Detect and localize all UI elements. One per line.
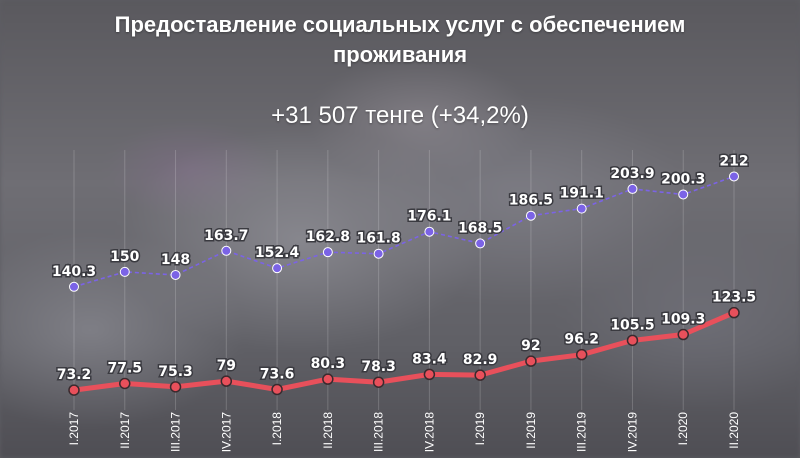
data-label-top: 140.3 (52, 264, 96, 280)
data-label-top: 191.1 (560, 186, 604, 202)
chart-title-line-2: проживания (332, 42, 468, 67)
point-top (119, 266, 130, 277)
x-tick-label: III.2019 (575, 412, 589, 452)
series-line-bottom (71, 310, 737, 393)
point-bottom (525, 355, 537, 367)
data-label-bottom: 73.6 (260, 366, 295, 382)
point-top (525, 210, 536, 221)
point-bottom (271, 383, 283, 396)
data-label-top: 161.8 (356, 231, 400, 247)
point-bottom (728, 306, 740, 319)
data-label-top: 212 (719, 153, 748, 169)
data-label-bottom: 96.2 (564, 332, 599, 348)
point-bottom (220, 375, 233, 387)
data-label-top: 162.8 (306, 229, 350, 245)
point-top (627, 183, 638, 194)
point-bottom (677, 328, 689, 341)
point-bottom (626, 334, 639, 347)
point-top (272, 263, 283, 274)
point-bottom (68, 384, 80, 396)
point-bottom (372, 376, 385, 388)
data-label-top: 152.4 (255, 245, 300, 261)
point-top (678, 189, 689, 200)
point-top (729, 171, 739, 182)
data-label-bottom: 105.5 (610, 317, 654, 333)
data-label-top: 186.5 (509, 193, 553, 209)
data-label-bottom: 92 (521, 338, 540, 354)
data-label-top: 176.1 (407, 209, 451, 225)
series-line-top (73, 175, 735, 288)
x-tick-label: IV.2017 (219, 412, 233, 453)
chart-title-line-1: Предоставление социальных услуг с обеспе… (114, 12, 686, 37)
point-bottom (322, 373, 334, 385)
data-label-bottom: 83.4 (412, 351, 447, 367)
x-tick-label: III.2017 (169, 412, 183, 452)
data-label-top: 150 (110, 249, 139, 265)
data-label-bottom: 80.3 (311, 356, 346, 372)
point-bottom (474, 369, 486, 381)
data-label-top: 148 (161, 252, 190, 268)
point-bottom (575, 348, 588, 361)
point-top (424, 226, 435, 237)
data-label-bottom: 73.2 (57, 367, 92, 383)
data-label-bottom: 77.5 (107, 360, 142, 376)
data-label-bottom: 82.9 (463, 352, 498, 368)
data-label-bottom: 109.3 (661, 312, 705, 328)
data-label-top: 200.3 (661, 171, 705, 187)
x-tick-label: I.2019 (473, 412, 487, 446)
x-tick-label: II.2019 (524, 412, 538, 449)
x-tick-label: I.2018 (270, 412, 284, 446)
point-top (69, 281, 79, 292)
chart-subtitle: +31 507 тенге (+34,2%) (271, 102, 529, 129)
x-tick-label: II.2017 (118, 412, 132, 449)
point-bottom (169, 381, 182, 393)
x-tick-label: II.2020 (727, 412, 741, 449)
data-label-bottom: 79 (217, 358, 236, 374)
data-label-top: 168.5 (458, 220, 502, 236)
point-top (373, 248, 384, 259)
x-tick-label: IV.2019 (625, 412, 639, 453)
chart-title: Предоставление социальных услуг с обеспе… (0, 10, 800, 70)
data-label-top: 163.7 (204, 228, 248, 244)
point-top (322, 247, 333, 258)
point-top (170, 269, 181, 280)
x-tick-label: III.2018 (372, 412, 386, 452)
x-tick-label: I.2017 (67, 412, 81, 446)
point-bottom (423, 368, 436, 381)
data-label-bottom: 75.3 (158, 364, 193, 380)
point-top (576, 203, 587, 214)
point-top (475, 238, 486, 249)
x-tick-label: II.2018 (321, 412, 335, 449)
point-top (221, 245, 232, 256)
x-tick-label: IV.2018 (422, 412, 436, 453)
data-label-bottom: 123.5 (712, 290, 756, 306)
data-label-bottom: 78.3 (361, 359, 396, 375)
point-bottom (119, 377, 131, 390)
data-label-top: 203.9 (610, 166, 654, 182)
x-tick-label: I.2020 (676, 412, 690, 446)
